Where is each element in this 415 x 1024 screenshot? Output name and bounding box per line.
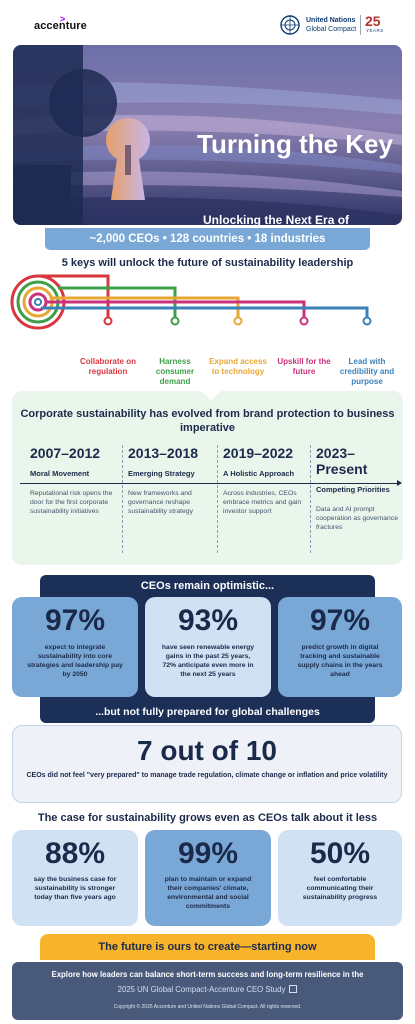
anniversary-number: 25 bbox=[365, 13, 381, 29]
stat-card-renewable: 93% have seen renewable energy gains in … bbox=[145, 597, 271, 697]
header: accenture > United Nations Global Compac… bbox=[0, 0, 415, 44]
key-end-red bbox=[103, 316, 113, 326]
era-desc: Data and AI prompt cooperation as govern… bbox=[316, 505, 398, 531]
era-2013: 2013–2018 Emerging Strategy New framewor… bbox=[128, 445, 220, 516]
footer-text: Explore how leaders can balance short-te… bbox=[51, 970, 364, 979]
panel-notch bbox=[199, 390, 223, 400]
logo-divider bbox=[360, 15, 361, 35]
preparedness-value: 7 out of 10 bbox=[136, 735, 277, 766]
accenture-logo: accenture bbox=[34, 20, 87, 32]
key-end-yellow bbox=[233, 316, 243, 326]
accenture-chevron-icon: > bbox=[60, 14, 66, 24]
key-label-credibility: Lead with credibility and purpose bbox=[339, 357, 395, 386]
era-years: 2019–2022 bbox=[223, 445, 294, 461]
key-label-technology: Expand access to technology bbox=[209, 357, 267, 376]
hero-banner: Turning the Key Unlocking the Next Era o… bbox=[13, 45, 402, 225]
key-label-consumer: Harness consumer demand bbox=[155, 357, 195, 386]
era-years: 2007–2012 bbox=[30, 445, 101, 461]
timeline-arrow bbox=[20, 480, 402, 486]
era-divider bbox=[122, 445, 123, 553]
stat-value: 99% bbox=[177, 837, 239, 870]
stat-card-commitments: 99% plan to maintain or expand their com… bbox=[145, 830, 271, 926]
stat-card-digital: 97% predict growth in digital tracking a… bbox=[278, 597, 402, 697]
era-name: Competing Priorities bbox=[316, 485, 390, 494]
ungc-name: United Nations Global Compact bbox=[306, 17, 357, 33]
era-years: 2013–2018 bbox=[128, 445, 199, 461]
stats-bar: ~2,000 CEOs • 128 countries • 18 industr… bbox=[45, 228, 370, 250]
keys-diagram bbox=[10, 274, 372, 330]
external-link-icon bbox=[289, 985, 298, 993]
study-link-label: 2025 UN Global Compact-Accenture CEO Stu… bbox=[117, 985, 286, 994]
future-banner: The future is ours to create—starting no… bbox=[40, 934, 375, 960]
era-divider bbox=[217, 445, 218, 553]
stat-card-integrate: 97% expect to integrate sustainability i… bbox=[12, 597, 138, 697]
copyright: Copyright © 2025 Accenture and United Na… bbox=[113, 1004, 302, 1010]
stat-text: say the business case for sustainability… bbox=[33, 876, 117, 901]
era-divider bbox=[310, 445, 311, 553]
key-end-blue bbox=[362, 316, 372, 326]
era-2023: 2023–Present Competing Priorities Data a… bbox=[316, 445, 400, 532]
evolution-title: Corporate sustainability has evolved fro… bbox=[20, 408, 395, 434]
key-line-pink bbox=[46, 300, 306, 318]
preparedness-text: CEOs did not feel "very prepared" to man… bbox=[26, 772, 388, 779]
era-desc: Across industries, CEOs embrace metrics … bbox=[223, 489, 302, 515]
stat-value: 50% bbox=[309, 837, 371, 870]
stat-value: 88% bbox=[44, 837, 106, 870]
era-2007: 2007–2012 Moral Movement Reputational ri… bbox=[30, 445, 122, 516]
optimism-footer: ...but not fully prepared for global cha… bbox=[95, 706, 320, 718]
optimism-heading: CEOs remain optimistic... bbox=[140, 580, 275, 592]
stat-text: feel comfortable communicating their sus… bbox=[302, 876, 378, 901]
keys-heading: 5 keys will unlock the future of sustain… bbox=[61, 257, 354, 269]
key-line-red bbox=[38, 274, 110, 318]
footer: Explore how leaders can balance short-te… bbox=[12, 962, 403, 1020]
stat-text: expect to integrate sustainability into … bbox=[27, 644, 123, 678]
stat-value: 97% bbox=[309, 604, 371, 637]
hero-subtitle: Unlocking the Next Era of Sustainability… bbox=[203, 213, 350, 225]
evolution-panel: Corporate sustainability has evolved fro… bbox=[12, 390, 403, 565]
anniversary-word: YEARS bbox=[366, 28, 384, 33]
hero-title: Turning the Key bbox=[197, 129, 393, 159]
stat-text: have seen renewable energy gains in the … bbox=[161, 644, 255, 678]
era-2019: 2019–2022 A Holistic Approach Across ind… bbox=[223, 445, 315, 516]
ungc-logo: United Nations Global Compact 25 YEARS bbox=[280, 13, 390, 37]
stat-text: predict growth in digital tracking and s… bbox=[297, 644, 383, 678]
stat-text: plan to maintain or expand their compani… bbox=[164, 876, 252, 910]
stat-card-business-case: 88% say the business case for sustainabi… bbox=[12, 830, 138, 926]
key-label-regulation: Collaborate on regulation bbox=[79, 357, 136, 376]
era-name: Moral Movement bbox=[30, 469, 90, 478]
case-heading: The case for sustainability grows even a… bbox=[37, 812, 378, 824]
era-name: A Holistic Approach bbox=[223, 469, 295, 478]
key-end-pink bbox=[299, 316, 309, 326]
hero-image bbox=[13, 45, 402, 225]
un-globe-icon bbox=[280, 15, 300, 35]
key-end-green bbox=[170, 316, 180, 326]
key-ring-blue bbox=[34, 298, 42, 306]
era-name: Emerging Strategy bbox=[128, 469, 195, 478]
era-years: 2023–Present bbox=[316, 445, 368, 477]
preparedness-card: 7 out of 10 CEOs did not feel "very prep… bbox=[12, 725, 402, 803]
stat-value: 97% bbox=[44, 604, 106, 637]
key-line-blue bbox=[41, 306, 369, 318]
study-link[interactable]: 2025 UN Global Compact-Accenture CEO Stu… bbox=[118, 985, 298, 994]
era-desc: Reputational risk opens the door for the… bbox=[30, 489, 113, 515]
era-desc: New frameworks and governance reshape su… bbox=[128, 489, 193, 515]
stat-value: 93% bbox=[177, 604, 239, 637]
key-line-yellow bbox=[52, 296, 240, 318]
key-label-upskill: Upskill for the future bbox=[277, 357, 331, 376]
stat-card-communicating: 50% feel comfortable communicating their… bbox=[278, 830, 402, 926]
